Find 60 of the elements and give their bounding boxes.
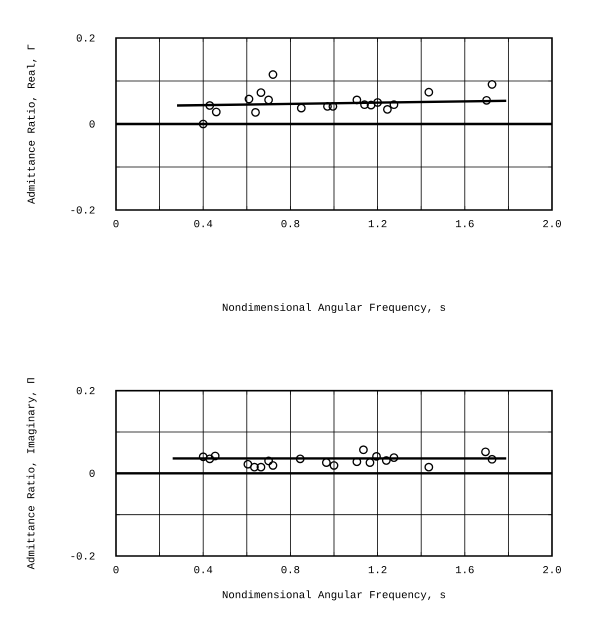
point xyxy=(488,80,496,89)
point xyxy=(488,454,496,464)
x-tick-label: 2.0 xyxy=(543,566,561,574)
point xyxy=(366,100,376,110)
point xyxy=(250,462,259,472)
point xyxy=(352,96,362,104)
x-tick-label: 1.6 xyxy=(456,566,474,574)
x-tick-label: 1.6 xyxy=(456,220,474,228)
point xyxy=(210,452,220,460)
x-axis-title: Nondimensional Angular Frequency, s xyxy=(222,303,446,314)
point xyxy=(198,452,208,462)
point xyxy=(264,96,273,104)
point xyxy=(256,462,266,472)
point xyxy=(212,108,221,116)
point xyxy=(359,445,368,454)
point xyxy=(383,104,392,114)
point xyxy=(390,100,398,110)
point xyxy=(482,96,491,105)
point xyxy=(382,456,391,465)
x-tick-label: 1.2 xyxy=(368,220,386,228)
point xyxy=(244,94,254,104)
x-tick-label: 0.8 xyxy=(281,220,300,228)
x-tick-label: 0.4 xyxy=(194,566,212,574)
y-axis-title: Admittance Ratio, Imaginary, Π xyxy=(26,378,37,570)
x-tick-label: 2.0 xyxy=(543,220,561,228)
y-axis-title: Admittance Ratio, Real, Γ xyxy=(26,44,37,204)
point xyxy=(424,88,434,97)
point xyxy=(205,101,214,110)
point xyxy=(296,104,306,112)
point xyxy=(296,454,305,464)
point xyxy=(330,461,338,470)
point xyxy=(390,453,398,462)
x-axis-title: Nondimensional Angular Frequency, s xyxy=(222,590,446,600)
y-tick-label: 0 xyxy=(90,470,95,477)
point xyxy=(328,102,338,111)
point xyxy=(264,456,273,466)
point xyxy=(424,462,434,472)
point xyxy=(481,447,490,456)
point xyxy=(205,454,214,464)
y-tick-label: -0.2 xyxy=(71,206,95,214)
point xyxy=(268,461,278,470)
x-tick-label: 0.4 xyxy=(194,220,212,228)
point xyxy=(251,108,260,117)
y-tick-label: -0.2 xyxy=(71,552,95,560)
x-tick-label: 0.8 xyxy=(281,566,300,574)
x-tick-label: 0 xyxy=(113,220,119,228)
y-tick-label: 0 xyxy=(90,120,95,128)
point xyxy=(198,120,208,128)
point xyxy=(373,98,382,107)
point xyxy=(256,88,266,98)
x-tick-label: 0 xyxy=(113,566,119,574)
x-tick-label: 1.2 xyxy=(368,566,386,574)
point xyxy=(360,100,369,110)
y-tick-label: 0.2 xyxy=(76,34,95,42)
point xyxy=(323,102,332,111)
point xyxy=(243,460,252,469)
y-tick-label: 0.2 xyxy=(76,387,95,394)
point xyxy=(352,457,362,466)
point xyxy=(372,452,381,461)
point xyxy=(268,70,278,79)
